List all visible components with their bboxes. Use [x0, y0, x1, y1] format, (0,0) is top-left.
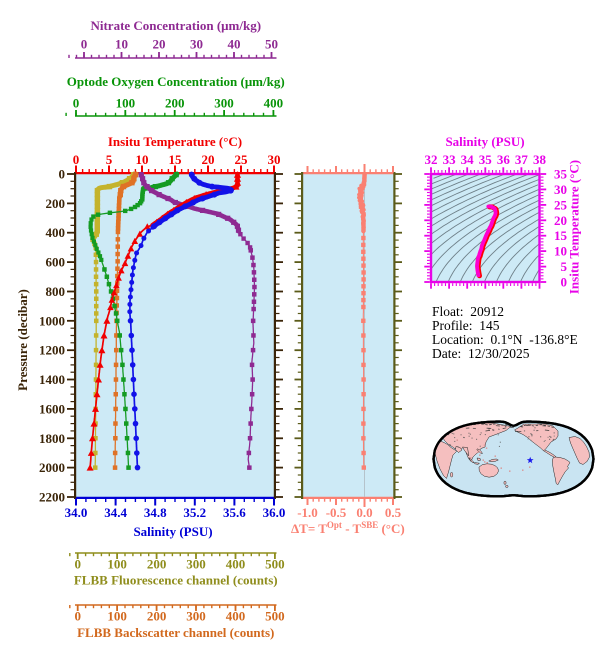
- svg-text:-0.5: -0.5: [326, 505, 347, 520]
- svg-text:Insitu Temperature (°C): Insitu Temperature (°C): [108, 134, 242, 149]
- svg-text:1000: 1000: [39, 313, 65, 328]
- svg-text:Float: 20912: Float: 20912: [432, 304, 504, 319]
- svg-text:Salinity (PSU): Salinity (PSU): [445, 134, 524, 149]
- svg-text:200: 200: [147, 557, 167, 572]
- svg-text:32: 32: [425, 152, 438, 167]
- svg-text:2200: 2200: [39, 490, 65, 505]
- svg-text:37: 37: [515, 152, 529, 167]
- svg-text:40: 40: [228, 37, 241, 52]
- svg-text:30: 30: [268, 152, 281, 167]
- svg-text:300: 300: [214, 96, 234, 111]
- svg-text:400: 400: [264, 96, 284, 111]
- svg-text:300: 300: [186, 557, 206, 572]
- svg-text:1200: 1200: [39, 343, 65, 358]
- svg-text:20: 20: [554, 213, 567, 228]
- svg-text:30: 30: [190, 37, 203, 52]
- svg-text:1400: 1400: [39, 372, 65, 387]
- svg-text:200: 200: [147, 609, 167, 624]
- svg-text:35: 35: [479, 152, 493, 167]
- svg-text:34: 34: [461, 152, 475, 167]
- svg-text:25: 25: [235, 152, 249, 167]
- svg-text:100: 100: [107, 609, 127, 624]
- svg-text:5: 5: [106, 152, 113, 167]
- svg-text:FLBB Fluorescence channel (cou: FLBB Fluorescence channel (counts): [74, 573, 278, 588]
- svg-text:Insitu Temperature (°C): Insitu Temperature (°C): [567, 160, 582, 294]
- svg-text:0: 0: [59, 167, 66, 182]
- svg-text:Pressure (decibar): Pressure (decibar): [15, 289, 30, 391]
- svg-text:33: 33: [443, 152, 457, 167]
- svg-text:38: 38: [533, 152, 547, 167]
- svg-text:15: 15: [169, 152, 183, 167]
- svg-text:34.4: 34.4: [104, 505, 127, 520]
- svg-text:35.2: 35.2: [183, 505, 206, 520]
- svg-text:34.0: 34.0: [65, 505, 88, 520]
- svg-text:ΔT= TOpt - TSBE (°C): ΔT= TOpt - TSBE (°C): [291, 520, 405, 536]
- svg-text:Optode Oxygen Concentration (μ: Optode Oxygen Concentration (μm/kg): [67, 74, 285, 89]
- svg-text:100: 100: [107, 557, 127, 572]
- svg-text:1600: 1600: [39, 401, 65, 416]
- svg-text:Profile: 145: Profile: 145: [432, 318, 500, 333]
- svg-text:0: 0: [73, 152, 80, 167]
- svg-text:2000: 2000: [39, 460, 65, 475]
- svg-text:0: 0: [81, 37, 88, 52]
- svg-text:Location: 0.1°N -136.8°E: Location: 0.1°N -136.8°E: [432, 332, 578, 347]
- svg-text:34.8: 34.8: [144, 505, 167, 520]
- svg-text:0: 0: [74, 557, 81, 572]
- svg-text:600: 600: [46, 255, 66, 270]
- svg-text:36.0: 36.0: [263, 505, 286, 520]
- svg-text:Date: 12/30/2025: Date: 12/30/2025: [432, 346, 530, 361]
- svg-text:200: 200: [46, 196, 66, 211]
- svg-text:800: 800: [46, 284, 66, 299]
- svg-text:35.6: 35.6: [223, 505, 246, 520]
- svg-text:300: 300: [186, 609, 206, 624]
- svg-text:10: 10: [136, 152, 149, 167]
- svg-text:500: 500: [265, 557, 285, 572]
- svg-text:400: 400: [226, 557, 246, 572]
- svg-text:30: 30: [554, 182, 567, 197]
- svg-text:0.0: 0.0: [356, 505, 372, 520]
- svg-text:400: 400: [226, 609, 246, 624]
- svg-text:15: 15: [554, 228, 568, 243]
- svg-text:25: 25: [554, 197, 568, 212]
- svg-text:200: 200: [165, 96, 185, 111]
- svg-text:35: 35: [554, 167, 568, 182]
- svg-text:FLBB Backscatter channel (coun: FLBB Backscatter channel (counts): [77, 625, 274, 640]
- svg-text:0: 0: [73, 96, 80, 111]
- svg-text:0: 0: [74, 609, 81, 624]
- svg-text:500: 500: [265, 609, 285, 624]
- svg-text:400: 400: [46, 225, 66, 240]
- svg-text:20: 20: [153, 37, 166, 52]
- svg-text:0.5: 0.5: [385, 505, 402, 520]
- svg-text:50: 50: [265, 37, 278, 52]
- svg-text:20: 20: [202, 152, 215, 167]
- svg-text:Salinity (PSU): Salinity (PSU): [133, 524, 212, 539]
- svg-text:Nitrate Concentration (μm/kg): Nitrate Concentration (μm/kg): [90, 18, 261, 33]
- svg-text:100: 100: [116, 96, 136, 111]
- svg-text:10: 10: [115, 37, 128, 52]
- svg-text:1800: 1800: [39, 431, 65, 446]
- svg-text:36: 36: [497, 152, 511, 167]
- svg-text:-1.0: -1.0: [297, 505, 318, 520]
- svg-text:10: 10: [554, 244, 567, 259]
